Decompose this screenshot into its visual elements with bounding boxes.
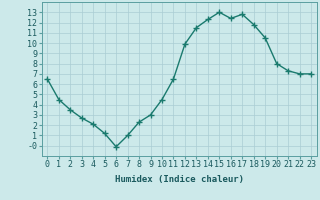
X-axis label: Humidex (Indice chaleur): Humidex (Indice chaleur) <box>115 175 244 184</box>
